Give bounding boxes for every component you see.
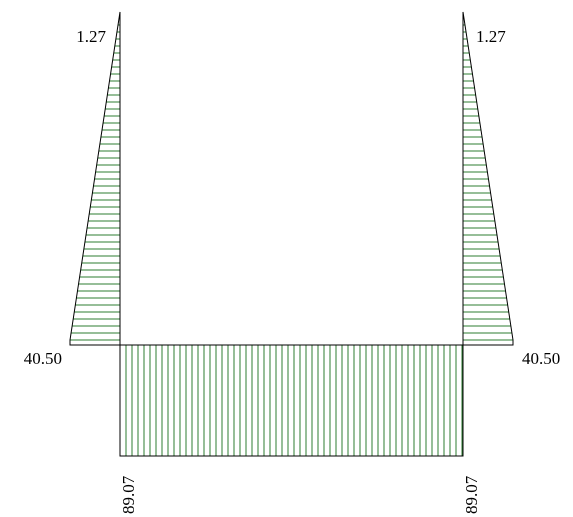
beam-hatching: [125, 345, 463, 456]
right-member-diagram: [462, 11, 514, 346]
left-member-hatching: [70, 17, 120, 341]
left-bottom-value: 40.50: [24, 349, 62, 368]
left-member-diagram: [69, 11, 121, 346]
beam-left-value: 89.07: [119, 475, 138, 514]
right-member-hatching: [463, 17, 513, 341]
beam-outline: [119, 344, 464, 457]
left-top-value: 1.27: [76, 27, 106, 46]
beam-right-value: 89.07: [462, 475, 481, 514]
right-bottom-value: 40.50: [522, 349, 560, 368]
right-top-value: 1.27: [476, 27, 506, 46]
beam-diagram: [119, 344, 464, 457]
